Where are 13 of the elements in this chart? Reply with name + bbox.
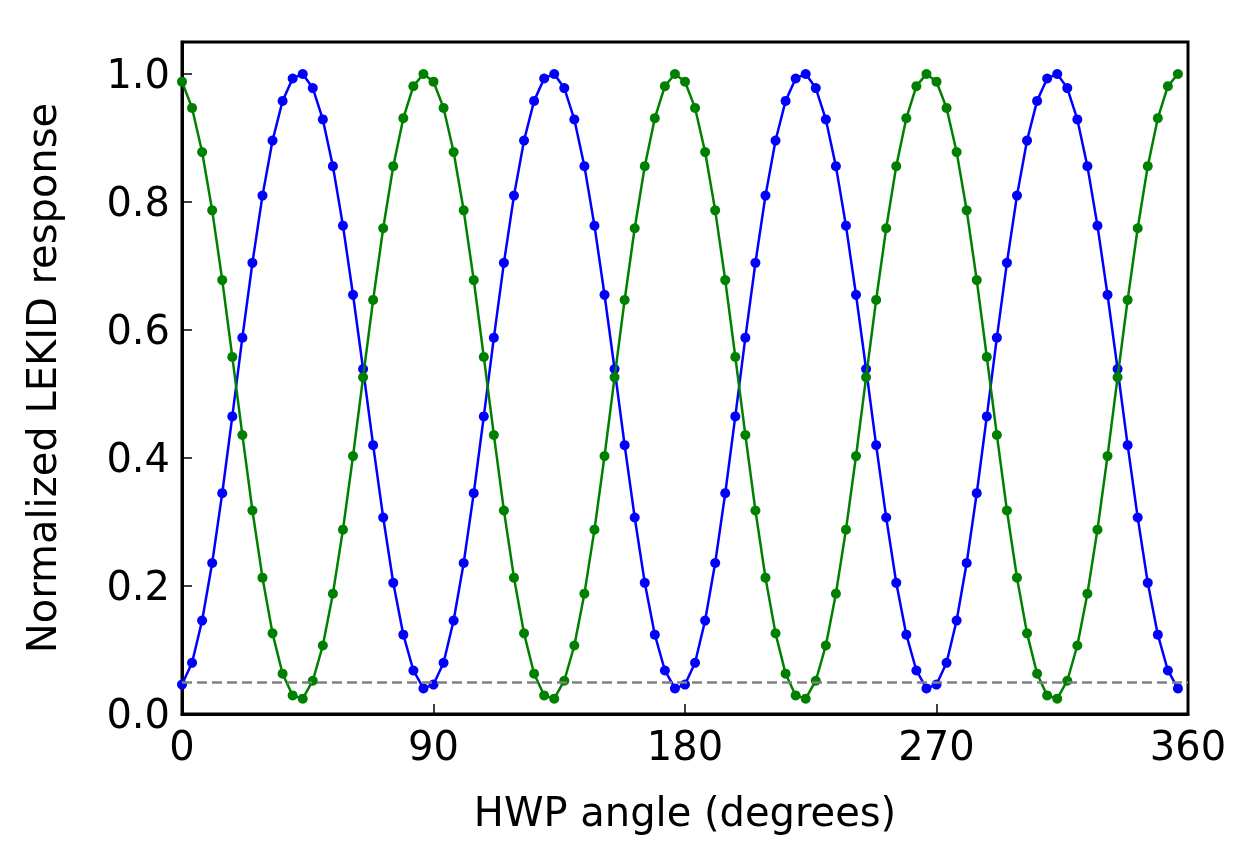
y-axis-title: Normalized LEKID response [19, 102, 65, 654]
x-tick-label: 0 [169, 723, 195, 769]
y-tick-label: 0.6 [106, 307, 170, 353]
y-tick-label: 1.0 [106, 51, 170, 97]
y-tick-label: 0.2 [106, 563, 170, 609]
x-tick-label: 270 [898, 723, 975, 769]
x-tick-label: 360 [1149, 723, 1227, 769]
x-tick-label: 180 [646, 723, 724, 769]
x-tick-label: 90 [408, 723, 459, 769]
x-axis-title: HWP angle (degrees) [473, 789, 897, 835]
y-tick-label: 0.8 [106, 179, 170, 225]
y-tick-label: 0.4 [106, 435, 170, 481]
y-tick-label: 0.0 [106, 691, 170, 737]
